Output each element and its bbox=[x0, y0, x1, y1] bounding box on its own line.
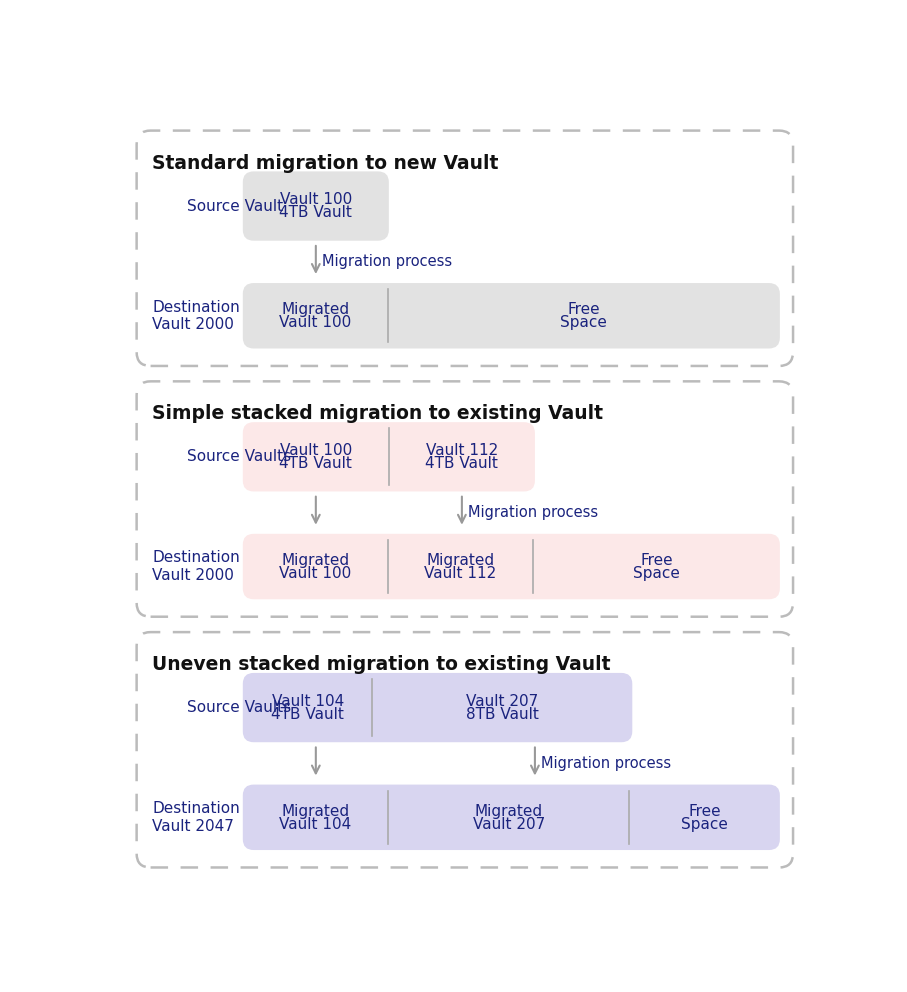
Text: Space: Space bbox=[681, 816, 728, 831]
Text: Free: Free bbox=[640, 553, 673, 567]
Text: 4TB Vault: 4TB Vault bbox=[279, 456, 352, 471]
Text: Migrated: Migrated bbox=[281, 303, 349, 317]
Text: Space: Space bbox=[633, 566, 679, 581]
Text: Migrated: Migrated bbox=[474, 804, 542, 818]
FancyBboxPatch shape bbox=[243, 283, 780, 348]
Text: Free: Free bbox=[568, 303, 600, 317]
FancyBboxPatch shape bbox=[137, 131, 793, 366]
Text: Migrated: Migrated bbox=[281, 804, 349, 818]
FancyBboxPatch shape bbox=[243, 172, 389, 241]
FancyBboxPatch shape bbox=[243, 423, 535, 491]
Text: Vault 104: Vault 104 bbox=[271, 694, 344, 709]
Text: Simple stacked migration to existing Vault: Simple stacked migration to existing Vau… bbox=[152, 405, 603, 424]
Text: Standard migration to new Vault: Standard migration to new Vault bbox=[152, 154, 499, 173]
Text: Source Vaults: Source Vaults bbox=[187, 700, 291, 715]
Text: 4TB Vault: 4TB Vault bbox=[425, 456, 498, 471]
Text: Source Vaults: Source Vaults bbox=[187, 449, 291, 464]
Text: Migrated: Migrated bbox=[281, 553, 349, 567]
Text: Uneven stacked migration to existing Vault: Uneven stacked migration to existing Vau… bbox=[152, 656, 610, 675]
Text: 4TB Vault: 4TB Vault bbox=[271, 707, 344, 722]
Text: Vault 112: Vault 112 bbox=[425, 443, 498, 458]
Text: Free: Free bbox=[688, 804, 721, 818]
Text: Destination
Vault 2047: Destination Vault 2047 bbox=[152, 802, 239, 833]
Text: Vault 207: Vault 207 bbox=[466, 694, 539, 709]
FancyBboxPatch shape bbox=[137, 381, 793, 617]
Text: Vault 100: Vault 100 bbox=[279, 315, 351, 330]
Text: Migration process: Migration process bbox=[322, 254, 453, 270]
Text: Vault 100: Vault 100 bbox=[279, 443, 352, 458]
FancyBboxPatch shape bbox=[137, 632, 793, 867]
Text: Vault 112: Vault 112 bbox=[424, 566, 496, 581]
Text: 8TB Vault: 8TB Vault bbox=[466, 707, 539, 722]
Text: Source Vault: Source Vault bbox=[187, 198, 283, 213]
Text: Space: Space bbox=[561, 315, 608, 330]
Text: Migrated: Migrated bbox=[426, 553, 494, 567]
Text: Migration process: Migration process bbox=[541, 756, 671, 771]
Text: Destination
Vault 2000: Destination Vault 2000 bbox=[152, 300, 239, 332]
FancyBboxPatch shape bbox=[243, 673, 632, 742]
Text: Destination
Vault 2000: Destination Vault 2000 bbox=[152, 551, 239, 582]
Text: Vault 104: Vault 104 bbox=[279, 816, 351, 831]
Text: Vault 100: Vault 100 bbox=[279, 192, 352, 207]
Text: Vault 100: Vault 100 bbox=[279, 566, 351, 581]
Text: 4TB Vault: 4TB Vault bbox=[279, 205, 352, 220]
FancyBboxPatch shape bbox=[243, 534, 780, 599]
FancyBboxPatch shape bbox=[243, 785, 780, 850]
Text: Migration process: Migration process bbox=[468, 505, 599, 520]
Text: Vault 207: Vault 207 bbox=[473, 816, 545, 831]
